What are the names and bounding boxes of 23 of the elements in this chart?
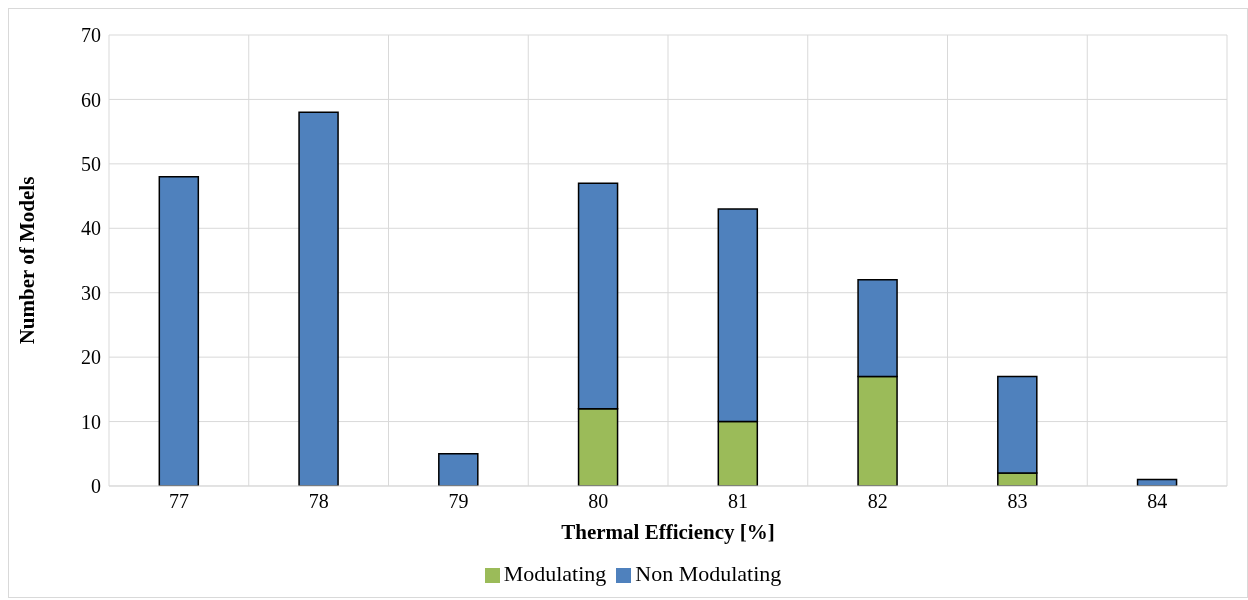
y-tick-label: 70 [81, 24, 101, 47]
y-tick-label: 60 [81, 88, 101, 111]
y-tick-label: 0 [91, 475, 101, 498]
x-tick-label: 77 [168, 490, 189, 513]
x-tick-label: 81 [727, 490, 748, 513]
bar [158, 175, 200, 486]
x-tick-label: 84 [1147, 490, 1168, 513]
legend-label: Non Modulating [635, 561, 782, 586]
legend-label: Modulating [503, 561, 607, 586]
y-axis-title: Number of Models [15, 176, 40, 345]
x-tick-label: 83 [1007, 490, 1028, 513]
y-tick-label: 10 [81, 410, 101, 433]
y-tick-label: 20 [81, 346, 101, 369]
x-tick-label: 80 [588, 490, 609, 513]
bar [298, 111, 339, 486]
x-tick-label: 82 [867, 490, 888, 513]
x-axis-title: Thermal Efficiency [%] [561, 520, 775, 544]
x-tick-label: 79 [448, 490, 469, 513]
bar [438, 453, 479, 486]
y-tick-label: 30 [81, 281, 101, 304]
x-tick-label: 78 [308, 490, 329, 513]
y-tick-label: 40 [81, 217, 101, 240]
y-tick-label: 50 [81, 152, 101, 175]
